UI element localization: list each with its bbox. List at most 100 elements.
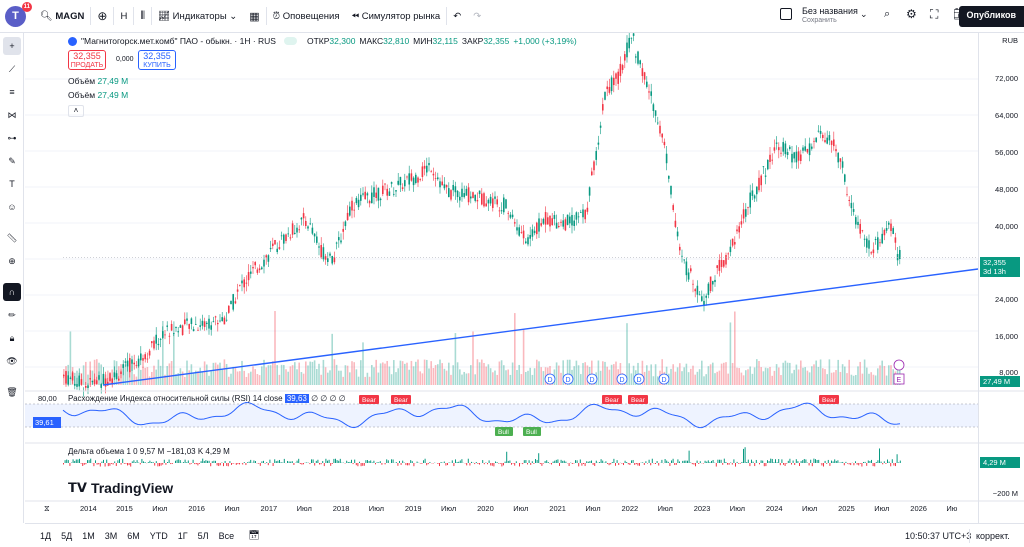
candle-body [256,269,259,273]
volume-bar [500,360,503,385]
delta-bar [591,460,592,463]
candle-body [417,177,419,183]
delta-bar [827,459,829,463]
delta-legend[interactable]: Дельта объема 1 0 9,57 M −181,03 K 4,29 … [68,447,230,456]
delta-bar [429,461,431,463]
delta-bar [867,460,869,463]
projection-icon[interactable]: ⊶ [7,132,17,143]
volume-bar [401,361,404,385]
alerts-button[interactable]: ⏰︎ Оповещения [267,0,346,33]
range-button[interactable]: 1М [82,530,95,541]
rsi-legend[interactable]: Расхождение Индекса относительной силы (… [68,394,346,403]
bull-label: Bull [498,429,509,436]
candle-body [621,65,624,70]
candle-body [247,272,250,281]
symbol-search[interactable]: 🔍︎ MAGN [34,0,90,33]
delta-bar [850,463,852,466]
adjustment-toggle[interactable]: коррект. [976,530,1010,541]
delta-bar [336,460,338,463]
pattern-icon[interactable]: ⋈ [7,109,17,120]
crosshair-icon[interactable]: + [3,37,21,55]
ruler-icon[interactable]: 📏︎ [6,232,18,243]
volume-bar [210,371,212,385]
fullscreen-icon[interactable]: ⛶ [930,7,939,21]
undo-button[interactable]: ↶ [447,0,467,33]
volume-bar [575,360,578,385]
delta-bar [789,458,791,463]
interval-button[interactable]: H [114,0,133,33]
range-button[interactable]: 1Д [40,530,52,541]
templates-button[interactable]: ▦ [243,0,265,33]
delta-bar [303,463,304,465]
drawing-toolbar: + ⟋ ≡ ⋈ ⊶ ✎ T ☺ 📏︎ ⊕ ∩ ✏︎ 🔒︎ 👁︎ 🗑︎ [0,33,24,523]
emoji-icon[interactable]: ☺ [7,202,17,212]
magnet-icon[interactable]: ∩ [3,283,21,301]
candle-body [839,158,842,162]
user-avatar[interactable]: T 11 [5,1,32,27]
brush-icon[interactable]: ✎ [8,155,16,166]
bear-label: Bear [822,397,837,404]
candle-body [685,261,688,276]
trend-line [102,268,979,386]
range-button[interactable]: Все [218,530,235,541]
trendline-icon[interactable]: ⟋ [8,63,16,74]
candle-body [236,289,239,292]
trash-icon[interactable]: 🗑︎ [6,386,18,397]
compare-button[interactable]: ⊕ [91,0,113,33]
range-button[interactable]: 6М [127,530,140,541]
sell-button[interactable]: 32,355 ПРОДАТЬ [68,50,106,70]
candle-body [861,230,864,232]
zoom-icon[interactable]: ⊕ [8,255,16,266]
volume-legend-1[interactable]: Объём 27,49 M [68,76,128,86]
delta-bar [776,462,778,463]
delta-bar [755,459,757,463]
volume-bar [582,363,584,385]
axis-settings-icon[interactable]: ⧖ [44,504,50,513]
lock-icon[interactable]: 🔒︎ [9,332,15,343]
clock[interactable]: 10:50:37 UTC+3 [905,530,972,541]
time-axis[interactable]: 2014 2015 Июл 2016 Июл 2017 Июл 2018 Июл 2019 Июл 2… [25,502,978,520]
redo-button[interactable]: ↷ [467,0,487,33]
fib-icon[interactable]: ≡ [9,87,15,97]
delta-bar [835,460,837,463]
layout-chevron-icon[interactable]: ⌄ [860,9,868,19]
delta-bar [808,463,810,466]
date-range-icon[interactable]: 📅︎ [248,530,260,540]
delta-bar [858,463,860,466]
volume-legend-2[interactable]: Объём 27,49 M [68,90,128,100]
range-button[interactable]: 5Л [197,530,209,541]
candle-body [109,373,111,381]
chart-type-button[interactable]: ⫴ [134,0,151,33]
delta-bar [519,463,520,467]
replay-button[interactable]: ⏪︎ Симулятор рынка [345,0,446,33]
price-chart[interactable]: D D D D D D E Bear Bear Bear Bear Bear Bull Bull [25,33,1024,523]
layout-name[interactable]: Без названия Сохранить [802,6,858,26]
delta-bar [195,463,197,465]
text-icon[interactable]: T [9,179,15,189]
publish-button[interactable]: Опубликов [958,6,1024,27]
volume-bar [643,371,646,385]
rsi-extra: ∅ ∅ ∅ ∅ [311,394,346,403]
gear-icon[interactable]: ⚙ [906,7,917,21]
volume-value: 27,49 M [97,90,129,100]
range-button[interactable]: YTD [149,530,168,541]
delta-bar [338,460,340,463]
range-button[interactable]: 1Г [177,530,188,541]
candle-body [388,191,391,196]
eye-icon[interactable]: 👁︎ [6,355,18,366]
quick-search-icon[interactable]: ⌕ [884,8,891,20]
collapse-legend-button[interactable]: ˄ [68,105,84,117]
volume-bar [742,375,745,385]
range-button[interactable]: 3М [104,530,118,541]
tradingview-logo[interactable]: 𝗧𝗩 TradingView [68,480,173,496]
chart-area[interactable]: D D D D D D E Bear Bear Bear Bear Bear Bull Bull "Маг… [25,33,1024,523]
range-button[interactable]: 5Д [61,530,73,541]
candle-body [518,227,520,236]
indicators-button[interactable]: 📈︎ Индикаторы ⌄ [152,0,243,33]
layout-icon[interactable] [780,8,792,20]
lock-draw-icon[interactable]: ✏︎ [8,309,16,320]
buy-button[interactable]: 32,355 КУПИТЬ [138,50,176,70]
candle-body [824,140,826,143]
price-scale[interactable]: RUB 72,000 64,000 56,000 48,000 40,000 2… [978,33,1024,523]
volume-bar [459,369,461,385]
